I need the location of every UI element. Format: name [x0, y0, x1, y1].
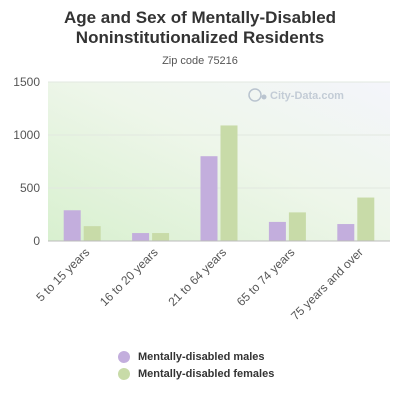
chart-title: Age and Sex of Mentally-Disabled Noninst…: [0, 8, 400, 48]
x-tick-label: 16 to 20 years: [97, 245, 161, 309]
bar-males: [200, 156, 218, 241]
bar-males: [268, 221, 286, 241]
bar-females: [152, 233, 170, 241]
chart-title-line-2: Noninstitutionalized Residents: [75, 28, 325, 47]
y-tick-label: 0: [33, 234, 40, 248]
legend-label-males: Mentally-disabled males: [138, 351, 265, 363]
chart-title-line-1: Age and Sex of Mentally-Disabled: [63, 8, 337, 27]
bar-males: [63, 210, 81, 241]
legend-swatch-males: [118, 351, 130, 363]
bar-females: [357, 197, 375, 241]
x-tick-label: 5 to 15 years: [33, 245, 92, 304]
bar-females: [220, 125, 238, 241]
y-tick-label: 1500: [13, 75, 40, 89]
plot-background: [48, 82, 390, 241]
legend: Mentally-disabled males Mentally-disable…: [118, 349, 274, 383]
watermark-globe-dot: [261, 94, 267, 100]
legend-swatch-females: [118, 368, 130, 380]
legend-label-females: Mentally-disabled females: [138, 368, 275, 380]
x-tick-label: 65 to 74 years: [234, 245, 298, 309]
y-tick-label: 1000: [13, 128, 40, 142]
chart-subtitle: Zip code 75216: [162, 55, 238, 67]
watermark-text: City-Data.com: [270, 90, 344, 102]
bars: [63, 125, 375, 241]
watermark: City-Data.com: [248, 88, 344, 102]
gridlines: [48, 81, 390, 189]
x-tick-label: 75 years and over: [288, 245, 366, 323]
y-tick-label: 500: [20, 181, 40, 195]
x-tick-label: 21 to 64 years: [165, 245, 229, 309]
watermark-globe-icon: [248, 88, 262, 102]
bar-males: [337, 224, 355, 241]
legend-item-females: Mentally-disabled females: [118, 366, 274, 382]
x-axis-ticks: 5 to 15 years 16 to 20 years 21 to 64 year…: [33, 245, 366, 323]
bar-females: [288, 212, 306, 241]
bar-females: [83, 226, 101, 241]
bar-males: [132, 233, 150, 241]
legend-item-males: Mentally-disabled males: [118, 349, 274, 365]
y-axis-ticks: 0 500 1000 1500: [13, 75, 40, 248]
